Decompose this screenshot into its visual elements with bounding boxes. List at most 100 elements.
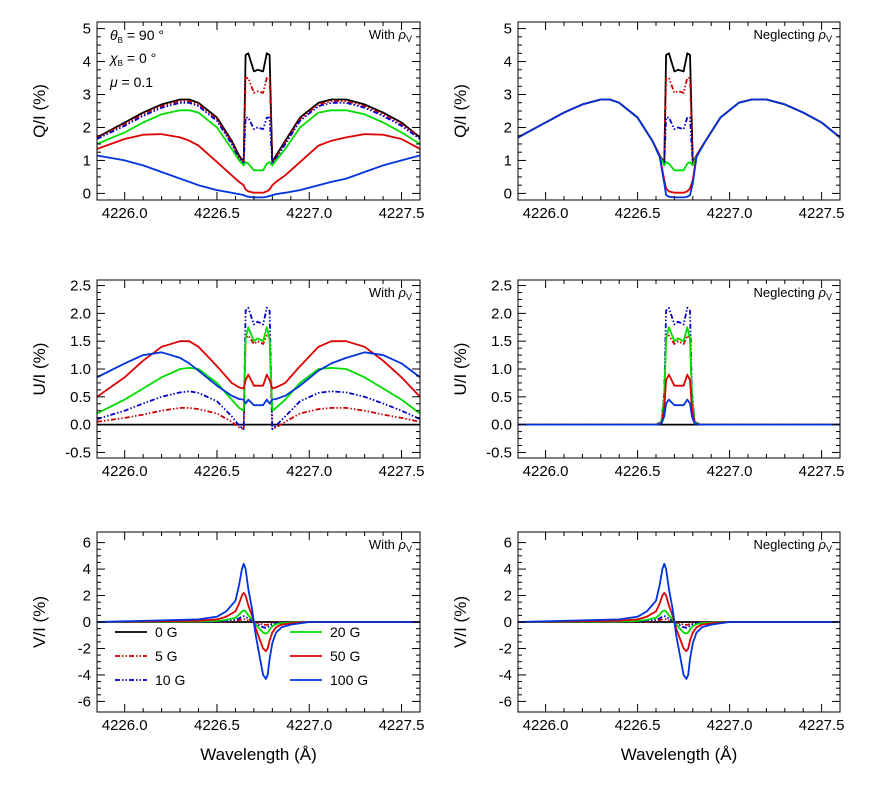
y-tick-label: -6 [499,693,512,710]
parameter-annotations: θB = 90 ° χB = 0 ° μ = 0.1 [108,27,164,90]
series-line-10G [518,306,840,426]
series-line-5G [518,334,840,426]
series-group [518,52,840,199]
theta-annotation: θB = 90 ° [110,27,164,45]
x-tick-label: 4227.5 [379,717,425,734]
y-tick-label: 2 [83,119,91,136]
plot-frame [96,279,421,459]
y-tick-label: 2.0 [491,305,512,322]
x-tick-label: 4227.5 [379,205,425,222]
x-tick-label: 4226.0 [523,463,569,480]
y-tick-label: 5 [504,21,512,38]
x-tick-label: 4227.0 [707,463,753,480]
y-axis-label: U/I (%) [451,343,470,396]
x-tick-label: 4226.0 [102,205,148,222]
legend-label: 5 G [155,648,178,664]
y-tick-label: 1 [83,152,91,169]
panel-label: With ρV [369,537,412,554]
series-line-20G [518,609,840,635]
x-tick-label: 4226.0 [102,463,148,480]
y-tick-label: 4 [504,54,512,71]
x-tick-label: 4227.0 [286,463,332,480]
series-group [518,306,840,426]
series-line-20G [97,326,420,415]
series-line-20G [518,326,840,426]
x-tick-label: 4226.5 [194,717,240,734]
y-tick-label: 0.0 [491,417,512,434]
y-tick-label: 6 [504,535,512,552]
legend-label: 20 G [330,624,360,640]
y-tick-label: 0.5 [491,389,512,406]
y-tick-label: 0 [83,614,91,631]
y-tick-label: 0.0 [70,417,91,434]
y-tick-label: 4 [83,561,91,578]
y-tick-label: 0.5 [70,389,91,406]
x-tick-label: 4227.5 [799,205,845,222]
x-tick-label: 4227.5 [379,463,425,480]
series-group [97,562,420,680]
series-line-10G [97,306,420,431]
y-tick-label: 2 [504,588,512,605]
x-tick-label: 4227.0 [286,205,332,222]
y-axis-label: Q/I (%) [451,84,470,138]
y-tick-label: 6 [83,535,91,552]
x-axis-label: Wavelength (Å) [621,745,738,764]
y-tick-label: 0 [504,185,512,202]
y-tick-label: -0.5 [486,444,512,461]
y-tick-label: 3 [83,87,91,104]
y-axis-label: U/I (%) [30,343,49,396]
series-line-100G [518,398,840,426]
y-tick-label: 2.0 [70,305,91,322]
x-tick-label: 4226.5 [194,463,240,480]
series-line-0G [97,52,420,164]
panel-label: Neglecting ρV [753,537,832,554]
panel-label: With ρV [369,27,412,44]
y-tick-label: 1.0 [491,361,512,378]
mu-annotation: μ = 0.1 [109,74,153,90]
panel-U-neglect: 4226.0 4226.5 4227.0 4227.5 -0.5 0.0 0.5 1.0 1.5… [451,278,845,480]
series-line-20G [97,109,420,172]
series-line-50G [97,133,420,194]
y-tick-label: -4 [499,667,512,684]
series-line-5G [97,77,420,164]
y-axis-label: V/I (%) [451,596,470,648]
y-tick-label: 2 [504,119,512,136]
x-tick-label: 4226.5 [615,463,661,480]
series-group [518,562,840,680]
series-group [97,52,420,199]
series-line-50G [518,98,840,194]
series-line-20G [97,609,420,635]
x-tick-label: 4226.0 [102,717,148,734]
plot-frame [517,279,841,459]
y-tick-label: -2 [499,640,512,657]
chi-annotation: χB = 0 ° [108,50,156,68]
y-tick-label: 2.5 [491,278,512,295]
x-tick-label: 4226.5 [194,205,240,222]
series-group [97,306,420,431]
y-tick-label: 1.5 [70,333,91,350]
series-line-10G [97,101,420,165]
legend-label: 50 G [330,648,360,664]
series-line-100G [518,562,840,680]
x-tick-label: 4227.5 [799,463,845,480]
series-line-5G [518,77,840,164]
panel-Q-neglect: 4226.0 4226.5 4227.0 4227.5 0 1 2 3 4 5 Q/I (%) Neg… [451,21,845,222]
y-tick-label: 1 [504,152,512,169]
panel-label: With ρV [369,285,412,302]
panel-U-with: 4226.0 4226.5 4227.0 4227.5 -0.5 0.0 0.5 1.0 1.5… [30,278,424,480]
y-tick-label: 2.5 [70,278,91,295]
y-tick-label: 0 [83,185,91,202]
series-line-100G [97,562,420,680]
series-line-50G [97,592,420,652]
y-tick-label: 4 [504,561,512,578]
series-line-100G [97,351,420,407]
panel-V-with: 4226.0 4226.5 4227.0 4227.5 -6 -4 -2 0 2 4 6 V/I (%… [30,531,425,764]
x-tick-label: 4226.5 [615,205,661,222]
x-tick-label: 4226.0 [523,717,569,734]
y-tick-label: 3 [504,87,512,104]
y-tick-label: -4 [78,667,91,684]
panel-label: Neglecting ρV [753,285,832,302]
x-tick-label: 4227.0 [707,717,753,734]
